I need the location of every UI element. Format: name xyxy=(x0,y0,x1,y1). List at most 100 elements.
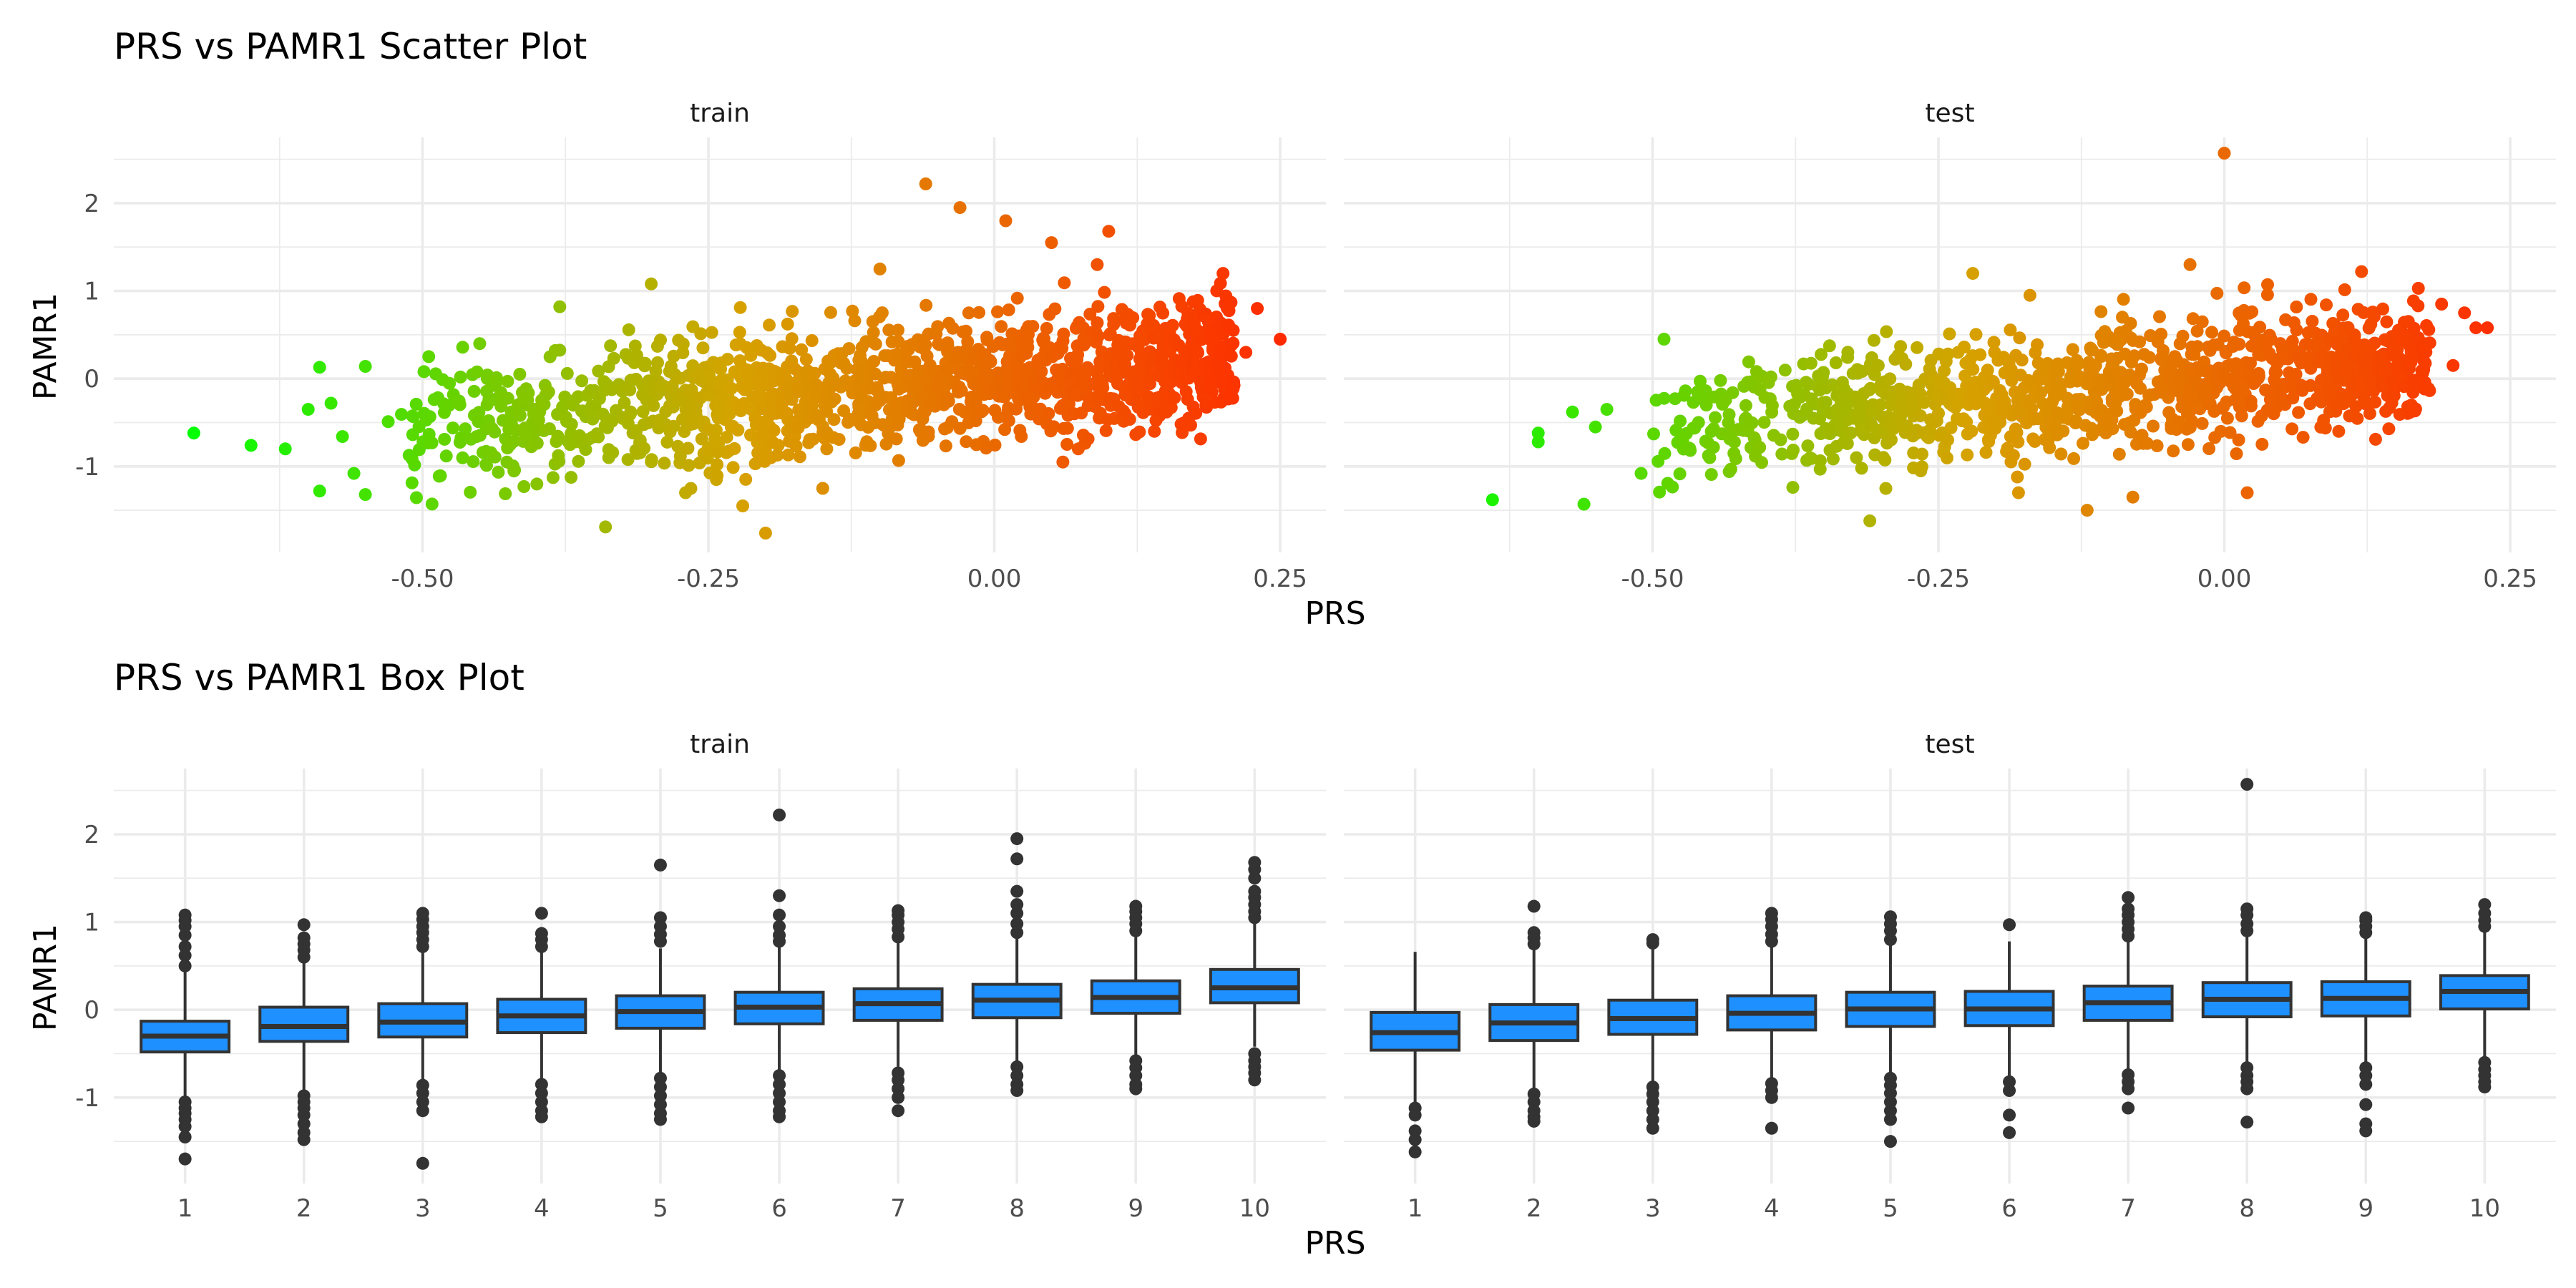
scatter-point xyxy=(2191,340,2204,353)
scatter-point xyxy=(1531,435,1545,449)
scatter-point xyxy=(2210,286,2224,300)
scatter-point xyxy=(1786,427,1800,441)
scatter-point xyxy=(1679,384,1692,398)
scatter-point xyxy=(955,384,968,397)
scatter-point xyxy=(1156,306,1170,320)
scatter-point xyxy=(599,520,613,534)
scatter-point xyxy=(999,214,1013,228)
scatter-point xyxy=(1224,296,1238,309)
scatter-point xyxy=(1801,439,1815,453)
scatter-point xyxy=(919,177,932,190)
scatter-point xyxy=(1589,420,1602,434)
scatter-point xyxy=(816,482,829,495)
scatter-point xyxy=(960,324,972,338)
scatter-point xyxy=(1091,316,1104,330)
scatter-point xyxy=(1894,340,1908,353)
scatter-point xyxy=(1216,267,1230,280)
scatter-point xyxy=(2205,326,2218,339)
y-tick-label: -1 xyxy=(75,453,99,482)
scatter-point xyxy=(1176,426,1189,439)
scatter-point xyxy=(1966,267,1979,280)
outlier-point xyxy=(1408,1145,1422,1158)
outlier-point xyxy=(2478,898,2492,912)
scatter-point xyxy=(1899,358,1913,371)
outlier-point xyxy=(2122,891,2135,904)
scatter-point xyxy=(2031,338,2044,351)
scatter-point xyxy=(1873,398,1887,411)
scatter-point xyxy=(805,334,819,347)
outlier-point xyxy=(773,919,786,933)
scatter-point xyxy=(694,327,708,341)
facet-label-test: test xyxy=(1925,730,1974,759)
scatter-point xyxy=(1709,411,1722,424)
box-train-8 xyxy=(971,832,1063,1098)
scatter-point xyxy=(2409,402,2422,416)
scatter-point xyxy=(1081,432,1095,446)
scatter-point xyxy=(2183,258,2197,271)
scatter-point xyxy=(726,461,740,474)
scatter-point xyxy=(840,361,854,375)
scatter-point xyxy=(2411,281,2425,295)
scatter-point xyxy=(556,400,570,414)
scatter-point xyxy=(2018,457,2031,471)
outlier-point xyxy=(1765,907,1778,920)
scatter-point xyxy=(2469,321,2483,335)
scatter-point xyxy=(2363,406,2376,420)
scatter-point xyxy=(1840,436,1854,450)
scatter-point xyxy=(2117,293,2130,306)
outlier-point xyxy=(1010,898,1024,912)
outlier-point xyxy=(2122,1082,2135,1096)
outlier-point xyxy=(773,908,786,922)
scatter-point xyxy=(1855,462,1868,475)
box-plot-title: PRS vs PAMR1 Box Plot xyxy=(114,657,525,698)
scatter-point xyxy=(553,343,567,357)
scatter-point xyxy=(1943,327,1956,341)
scatter-point xyxy=(869,337,882,351)
outlier-point xyxy=(892,1091,905,1104)
scatter-point xyxy=(1048,302,1062,316)
y-tick-label: 2 xyxy=(84,190,99,218)
scatter-point xyxy=(2142,351,2156,364)
scatter-point xyxy=(572,454,585,468)
scatter-point xyxy=(2051,365,2065,379)
scatter-point xyxy=(417,365,431,379)
scatter-point xyxy=(2423,384,2436,397)
scatter-point xyxy=(587,411,600,424)
scatter-point xyxy=(731,424,745,436)
scatter-point xyxy=(492,465,505,479)
scatter-point xyxy=(2376,302,2389,316)
scatter-point xyxy=(2004,363,2018,376)
scatter-y-axis-title: PAMR1 xyxy=(27,293,64,400)
scatter-point xyxy=(2252,369,2265,383)
outlier-point xyxy=(1010,884,1024,898)
scatter-point xyxy=(2318,421,2332,435)
box-train-1 xyxy=(140,908,231,1166)
scatter-point xyxy=(480,459,493,472)
scatter-point xyxy=(1739,399,1752,412)
scatter-point xyxy=(1657,391,1671,405)
x-tick-label: 7 xyxy=(890,1194,906,1223)
scatter-point xyxy=(607,351,620,365)
scatter-x-axis-title: PRS xyxy=(1304,595,1365,632)
scatter-point xyxy=(879,437,893,451)
scatter-point xyxy=(799,353,813,366)
scatter-point xyxy=(2338,283,2351,296)
outlier-point xyxy=(297,1133,311,1146)
box-train-4 xyxy=(496,907,587,1123)
scatter-point xyxy=(2011,435,2025,449)
outlier-point xyxy=(2359,911,2373,924)
y-tick-label: -1 xyxy=(75,1084,99,1113)
x-tick-label: 9 xyxy=(1128,1194,1143,1223)
scatter-point xyxy=(967,365,981,379)
scatter-point xyxy=(472,406,486,419)
scatter-point xyxy=(684,482,698,495)
scatter-point xyxy=(2127,349,2141,363)
scatter-point xyxy=(546,471,560,484)
scatter-point xyxy=(453,398,467,411)
scatter-point xyxy=(763,348,777,362)
scatter-point xyxy=(2368,310,2381,323)
scatter-point xyxy=(1880,325,1893,338)
scatter-point xyxy=(875,306,889,320)
scatter-point xyxy=(1703,451,1717,464)
scatter-point xyxy=(2240,486,2254,499)
